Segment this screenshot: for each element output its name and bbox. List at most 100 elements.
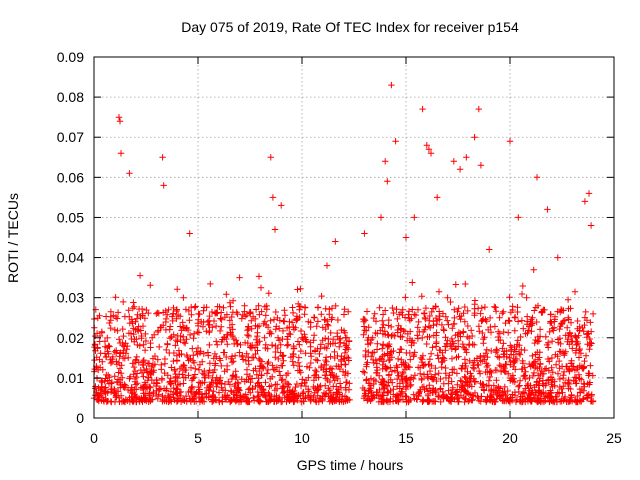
data-point bbox=[414, 332, 421, 339]
data-point bbox=[379, 361, 386, 369]
data-point bbox=[565, 379, 572, 386]
data-point bbox=[479, 317, 486, 324]
data-point bbox=[196, 349, 204, 357]
data-point bbox=[195, 379, 203, 386]
data-point bbox=[258, 371, 265, 379]
data-point bbox=[581, 198, 589, 205]
data-point bbox=[220, 334, 228, 341]
data-point bbox=[369, 356, 377, 364]
data-point bbox=[104, 377, 111, 384]
data-point bbox=[475, 394, 482, 402]
data-point bbox=[422, 323, 429, 331]
data-point bbox=[228, 359, 236, 366]
x-tick-label: 15 bbox=[398, 430, 414, 446]
data-point bbox=[469, 392, 476, 399]
data-point bbox=[260, 386, 267, 394]
data-point bbox=[106, 319, 113, 327]
data-point bbox=[403, 393, 410, 400]
data-point bbox=[531, 339, 538, 347]
data-point bbox=[223, 291, 230, 298]
data-point bbox=[549, 369, 556, 376]
data-point bbox=[117, 392, 125, 399]
data-point bbox=[94, 344, 101, 351]
data-point bbox=[276, 317, 283, 324]
data-point bbox=[163, 346, 170, 354]
data-point bbox=[574, 317, 581, 325]
data-point bbox=[527, 398, 535, 405]
data-point bbox=[155, 391, 162, 398]
data-point bbox=[470, 362, 477, 369]
data-point bbox=[324, 317, 331, 325]
data-point bbox=[496, 354, 503, 361]
data-point bbox=[426, 356, 434, 363]
data-point bbox=[442, 334, 449, 341]
data-point bbox=[243, 350, 250, 357]
data-point bbox=[297, 327, 305, 335]
data-point bbox=[398, 373, 405, 380]
data-point bbox=[191, 390, 198, 398]
data-point bbox=[269, 373, 276, 380]
data-point bbox=[361, 369, 368, 376]
data-point bbox=[461, 303, 468, 311]
data-point bbox=[371, 310, 378, 317]
data-point bbox=[116, 353, 123, 360]
data-point bbox=[230, 335, 238, 343]
data-point bbox=[111, 398, 119, 406]
data-point bbox=[423, 142, 430, 149]
data-point bbox=[487, 368, 494, 375]
data-point bbox=[107, 324, 114, 332]
data-point bbox=[529, 362, 536, 369]
data-point bbox=[242, 313, 249, 320]
data-point bbox=[419, 105, 426, 113]
data-point bbox=[384, 178, 391, 185]
data-point bbox=[541, 365, 549, 373]
data-point bbox=[311, 314, 318, 321]
data-point bbox=[345, 345, 352, 353]
data-point bbox=[387, 364, 394, 371]
plot-frame bbox=[93, 56, 615, 419]
data-point bbox=[337, 339, 344, 346]
data-point bbox=[336, 380, 344, 387]
data-point bbox=[170, 349, 178, 357]
data-point bbox=[241, 302, 248, 309]
data-point bbox=[361, 230, 368, 237]
data-point bbox=[311, 372, 318, 379]
data-point bbox=[462, 280, 469, 288]
data-point bbox=[166, 326, 173, 333]
data-point bbox=[458, 365, 465, 372]
data-point bbox=[108, 385, 115, 393]
data-point bbox=[586, 342, 594, 349]
data-point bbox=[223, 311, 231, 318]
data-point bbox=[425, 323, 433, 330]
x-tick-label: 10 bbox=[294, 430, 310, 446]
data-point bbox=[587, 222, 595, 229]
data-point bbox=[420, 397, 427, 404]
data-point bbox=[402, 392, 409, 400]
data-point bbox=[319, 324, 326, 331]
data-point bbox=[231, 352, 239, 359]
data-point bbox=[586, 346, 593, 353]
data-point bbox=[560, 397, 567, 404]
data-point bbox=[232, 380, 239, 388]
data-point bbox=[209, 324, 216, 331]
data-point bbox=[154, 356, 161, 363]
data-point bbox=[263, 398, 270, 405]
data-point bbox=[119, 374, 126, 381]
data-point bbox=[256, 384, 264, 391]
data-point bbox=[138, 332, 145, 340]
data-point bbox=[437, 375, 444, 383]
data-point bbox=[228, 375, 236, 383]
data-point bbox=[211, 350, 219, 358]
data-point bbox=[154, 328, 162, 336]
data-point bbox=[406, 335, 414, 342]
data-point bbox=[533, 318, 540, 326]
data-point bbox=[198, 318, 205, 325]
data-point bbox=[296, 363, 303, 370]
data-point bbox=[174, 397, 181, 404]
data-point bbox=[182, 306, 190, 313]
data-point bbox=[210, 388, 217, 395]
data-point bbox=[274, 344, 281, 352]
data-point bbox=[576, 375, 583, 382]
data-point bbox=[128, 335, 135, 343]
data-point bbox=[557, 306, 565, 313]
